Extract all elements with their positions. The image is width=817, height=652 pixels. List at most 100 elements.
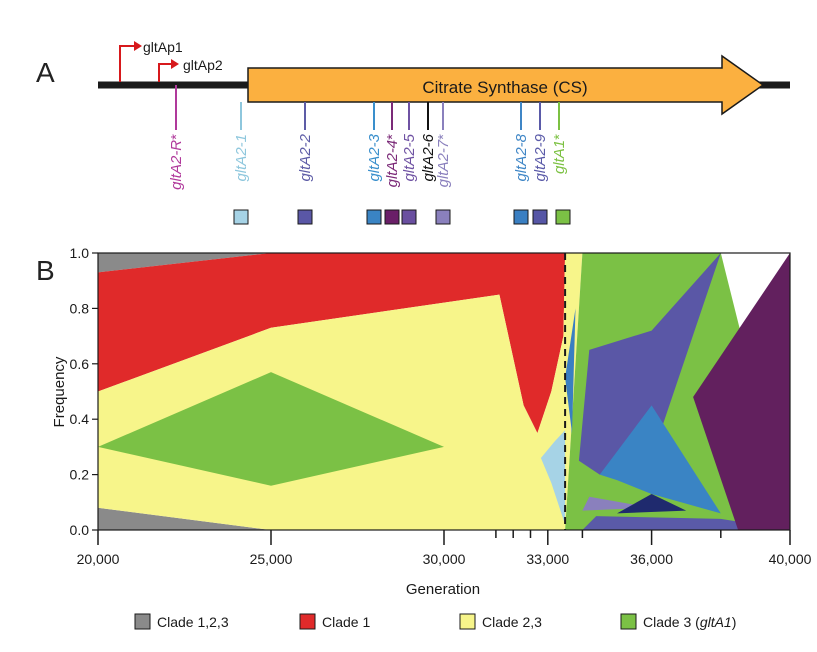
label-part: gltA2-9 xyxy=(532,133,549,181)
label-part: Clade 2,3 xyxy=(482,614,542,630)
label-part: ) xyxy=(732,614,737,630)
label-part: * xyxy=(384,134,401,140)
mutation-color-box xyxy=(435,209,451,225)
mutation-markers: gltA2-R* gltA2-1 gltA2-2 gltA2-3 gltA2-4* glt… xyxy=(168,85,571,225)
mutation-6: gltA2-5 xyxy=(401,102,418,225)
mutation-label: gltA2-4* xyxy=(384,134,401,188)
series-region-6 xyxy=(540,430,566,525)
mutation-color-box xyxy=(233,209,249,225)
label-part: gltA2-1 xyxy=(233,134,250,182)
series-region-0 xyxy=(98,253,271,273)
mutation-label: gltA2-8 xyxy=(513,133,530,181)
label-part: gltA2-R xyxy=(168,140,185,190)
label-part: * xyxy=(435,134,452,140)
x-tick-label: 25,000 xyxy=(250,551,293,567)
series-region-2 xyxy=(98,253,566,434)
legend-item-3: Clade 2,3 xyxy=(459,613,542,630)
series-region-9 xyxy=(599,405,721,514)
mutation-label: gltA2-3 xyxy=(366,133,383,181)
mutation-4: gltA2-3 xyxy=(366,102,383,225)
plot-area xyxy=(98,253,790,530)
mutation-color-box xyxy=(532,209,548,225)
mutation-label: gltA2-1 xyxy=(233,134,250,182)
legend-label: Clade 2,3 xyxy=(482,614,542,630)
mutation-label: gltA2-6 xyxy=(420,133,437,181)
mutation-label: gltA2-9 xyxy=(532,133,549,181)
citrate-synthase-arrow xyxy=(247,54,765,116)
legend-swatch xyxy=(459,613,476,630)
mutation-label: gltA2-7* xyxy=(435,134,452,188)
promoter-label-1: gltAp1 xyxy=(143,39,183,55)
label-part: gltA2-8 xyxy=(513,133,530,181)
y-tick-label: 0.0 xyxy=(70,522,90,538)
gene-label: Citrate Synthase (CS) xyxy=(422,78,587,97)
x-tick-label: 40,000 xyxy=(769,551,812,567)
label-part: * xyxy=(551,134,568,140)
label-part: gltA1 xyxy=(551,140,568,174)
mutation-color-box xyxy=(366,209,382,225)
mutation-8: gltA2-7* xyxy=(435,102,452,225)
mutation-color-box xyxy=(297,209,313,225)
legend-label: Clade 3 (gltA1) xyxy=(643,614,736,630)
label-part: gltA2-5 xyxy=(401,133,418,181)
series-region-11 xyxy=(617,494,687,514)
series-region-8 xyxy=(578,253,721,475)
mutation-2: gltA2-1 xyxy=(233,102,250,225)
label-part: gltA2-6 xyxy=(420,133,437,181)
y-tick-label: 0.2 xyxy=(70,467,90,483)
mutation-color-box xyxy=(384,209,400,225)
y-tick-label: 1.0 xyxy=(70,245,90,261)
y-tick-label: 0.8 xyxy=(70,300,90,316)
legend-item-1: Clade 1,2,3 xyxy=(134,613,229,630)
x-axis-title: Generation xyxy=(406,581,480,598)
label-part: gltA2-7 xyxy=(435,139,452,187)
mutation-label: gltA2-5 xyxy=(401,133,418,181)
legend-swatch xyxy=(134,613,151,630)
promoter-gltAp1 xyxy=(119,41,142,82)
x-tick-label: 30,000 xyxy=(423,551,466,567)
legend: Clade 1,2,3 Clade 1 Clade 2,3 Clade 3 (gltA… xyxy=(134,613,736,630)
y-axis-title: Frequency xyxy=(51,356,68,427)
mutation-5: gltA2-4* xyxy=(384,102,401,225)
legend-label: Clade 1 xyxy=(322,614,370,630)
legend-item-4: Clade 3 (gltA1) xyxy=(620,613,736,630)
series-region-7 xyxy=(565,308,576,434)
promoter-label-2: gltAp2 xyxy=(183,57,223,73)
label-part: Clade 3 ( xyxy=(643,614,700,630)
mutation-label: gltA1* xyxy=(551,134,568,174)
label-part: gltA1 xyxy=(700,614,732,630)
x-tick-label: 33,000 xyxy=(526,551,569,567)
area-plot xyxy=(98,253,790,530)
mutation-color-box xyxy=(513,209,529,225)
mutation-3: gltA2-2 xyxy=(297,102,314,225)
mutation-11: gltA1* xyxy=(551,102,571,225)
axes: 0.0 0.2 0.4 0.6 0.8 1.0 20,000 25,000 30,000 33,0… xyxy=(70,245,812,567)
legend-swatch xyxy=(620,613,637,630)
legend-swatch xyxy=(299,613,316,630)
series-region-4 xyxy=(98,372,444,486)
panel-a-label: A xyxy=(36,57,55,88)
label-part: Clade 1 xyxy=(322,614,370,630)
y-tick-label: 0.6 xyxy=(70,356,90,372)
legend-label: Clade 1,2,3 xyxy=(157,614,229,630)
label-part: gltA2-4 xyxy=(384,140,401,188)
mutation-label: gltA2-2 xyxy=(297,133,314,181)
promoter-gltAp2 xyxy=(158,59,179,82)
mutation-color-box xyxy=(401,209,417,225)
mutation-10: gltA2-9 xyxy=(532,102,549,225)
x-tick-label: 36,000 xyxy=(630,551,673,567)
mutation-7: gltA2-6 xyxy=(420,102,437,182)
mutation-1: gltA2-R* xyxy=(168,85,185,190)
mutation-color-box xyxy=(555,209,571,225)
legend-item-2: Clade 1 xyxy=(299,613,370,630)
label-part: * xyxy=(168,134,185,140)
series-region-13 xyxy=(693,253,790,530)
series-region-1 xyxy=(98,507,271,530)
y-tick-label: 0.4 xyxy=(70,411,90,427)
label-part: Clade 1,2,3 xyxy=(157,614,229,630)
x-tick-label: 20,000 xyxy=(77,551,120,567)
label-part: gltA2-3 xyxy=(366,133,383,181)
gene-map: Citrate Synthase (CS) gltAp1 gltAp2 xyxy=(98,39,790,116)
panel-b-label: B xyxy=(36,255,55,286)
